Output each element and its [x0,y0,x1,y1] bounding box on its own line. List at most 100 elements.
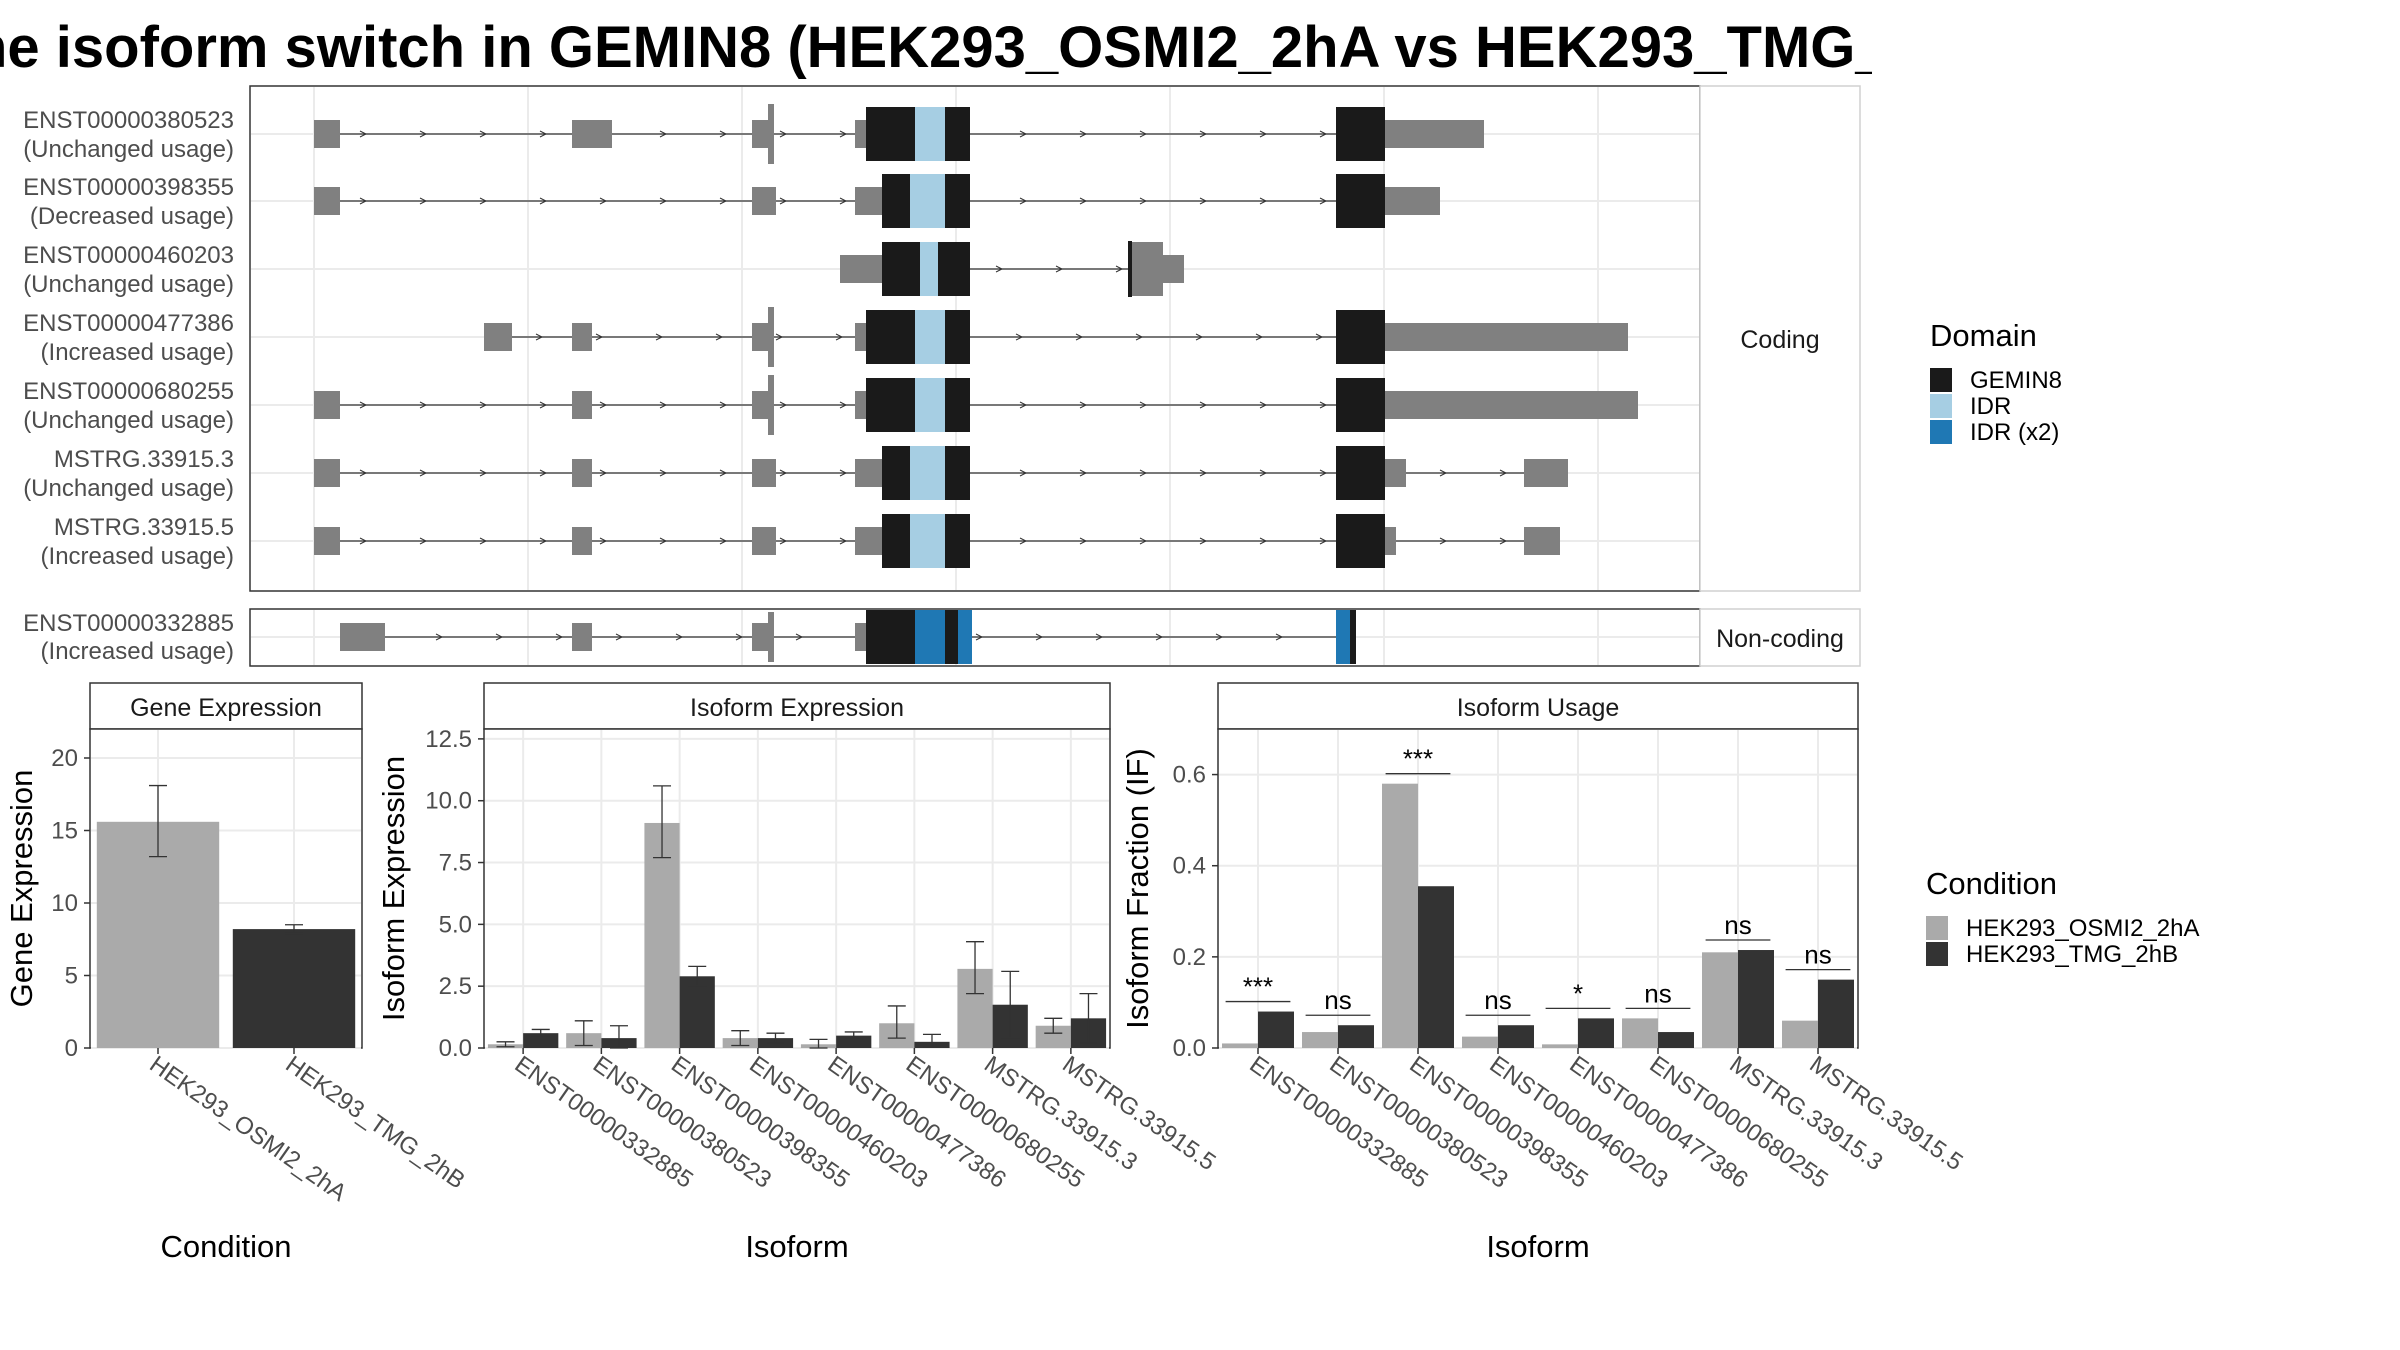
y-tick-label: 12.5 [425,726,472,753]
intron-arrow [359,130,368,138]
cds-exon [866,610,915,664]
utr-exon [484,323,512,351]
cds-exon [882,514,910,568]
utr-exon [1385,323,1390,351]
legend-swatch [1930,368,1952,392]
intron-arrow [1199,537,1208,545]
intron-arrow [795,633,804,641]
intron-arrow [1079,401,1088,409]
title-clip: he isoform switch in GEMIN8 (HEK293_OSMI… [0,0,1872,100]
intron-arrow [1055,265,1064,273]
cds-exon [866,107,915,161]
cds-exon [1336,174,1385,228]
utr-exon [768,375,774,435]
utr-exon [572,323,592,351]
plot-area [483,728,1111,1049]
intron-arrow [599,401,608,409]
intron-arrow [775,333,784,341]
intron-arrow [359,469,368,477]
intron-arrow [1019,537,1028,545]
transcript-id-label: ENST00000460203 [23,242,234,269]
intron-arrow [675,633,684,641]
cds-exon [882,174,910,228]
cds-exon [1336,446,1385,500]
x-axis-label: Condition [161,1229,292,1264]
intron-arrow [835,333,844,341]
y-tick-label: 0.0 [1173,1035,1206,1062]
utr-exon [855,391,866,419]
significance-label: *** [1243,972,1273,1002]
coding-row-1 [314,174,1440,228]
utr-exon [314,527,340,555]
significance-label: ns [1324,985,1351,1015]
legend-label: GEMIN8 [1970,367,2062,394]
panel-title: Isoform Usage [1457,694,1620,722]
bar [1382,783,1418,1048]
legend-label: IDR (x2) [1970,419,2059,446]
bar [1418,886,1454,1048]
utr-exon [752,459,776,487]
utr-exon [768,612,774,662]
utr-exon [1385,187,1390,215]
intron-arrow [1319,537,1328,545]
intron-arrow [599,469,608,477]
legend-label: IDR [1970,393,2011,420]
utr-exon [314,187,340,215]
intron-arrow [539,401,548,409]
intron-arrow [1259,401,1268,409]
intron-arrow [1135,333,1144,341]
intron-arrow [1079,197,1088,205]
bar [679,976,715,1048]
intron-arrow [995,265,1004,273]
coding-strip [1699,85,1861,592]
intron-arrow [615,633,624,641]
y-tick-label: 2.5 [439,973,472,1000]
cds-exon [1336,610,1350,664]
utr-exon [752,527,776,555]
utr-exon [1390,187,1440,215]
intron-arrow [1019,197,1028,205]
cds-exon [945,610,958,664]
transcript-usage-label: (Increased usage) [41,638,234,665]
intron-arrow [1259,469,1268,477]
intron-arrow [1139,469,1148,477]
intron-arrow [1019,401,1028,409]
transcript-id-label: ENST00000380523 [23,107,234,134]
utr-exon [1524,459,1568,487]
cds-exon [910,514,945,568]
intron-arrow [1259,537,1268,545]
intron-arrow [1139,197,1148,205]
intron-arrow [535,333,544,341]
utr-exon [314,120,340,148]
bar [1702,952,1738,1048]
utr-exon [1524,527,1560,555]
y-tick-label: 0.2 [1173,944,1206,971]
intron-arrow [779,469,788,477]
intron-arrow [479,197,488,205]
intron-arrow [659,469,668,477]
intron-arrow [839,130,848,138]
transcript-usage-label: (Unchanged usage) [23,475,234,502]
utr-exon [855,323,866,351]
intron-arrow [1319,130,1328,138]
utr-exon [1388,120,1484,148]
intron-arrow [1439,469,1448,477]
intron-arrow [1255,333,1264,341]
utr-exon [855,120,866,148]
bar [1338,1025,1374,1048]
intron-arrow [719,469,728,477]
coding-row-3 [484,307,1628,367]
intron-arrow [1035,633,1044,641]
intron-arrow [1215,633,1224,641]
intron-arrow [1199,401,1208,409]
panel-title: Gene Expression [130,694,322,722]
transcript-id-label: MSTRG.33915.5 [54,514,234,541]
intron-arrow [599,537,608,545]
utr-exon [572,459,592,487]
bar [1498,1025,1534,1048]
intron-arrow [1259,197,1268,205]
cds-exon [882,446,910,500]
isoform-expression-panel: Isoform Expression0.02.55.07.510.012.5EN… [376,682,1220,1264]
